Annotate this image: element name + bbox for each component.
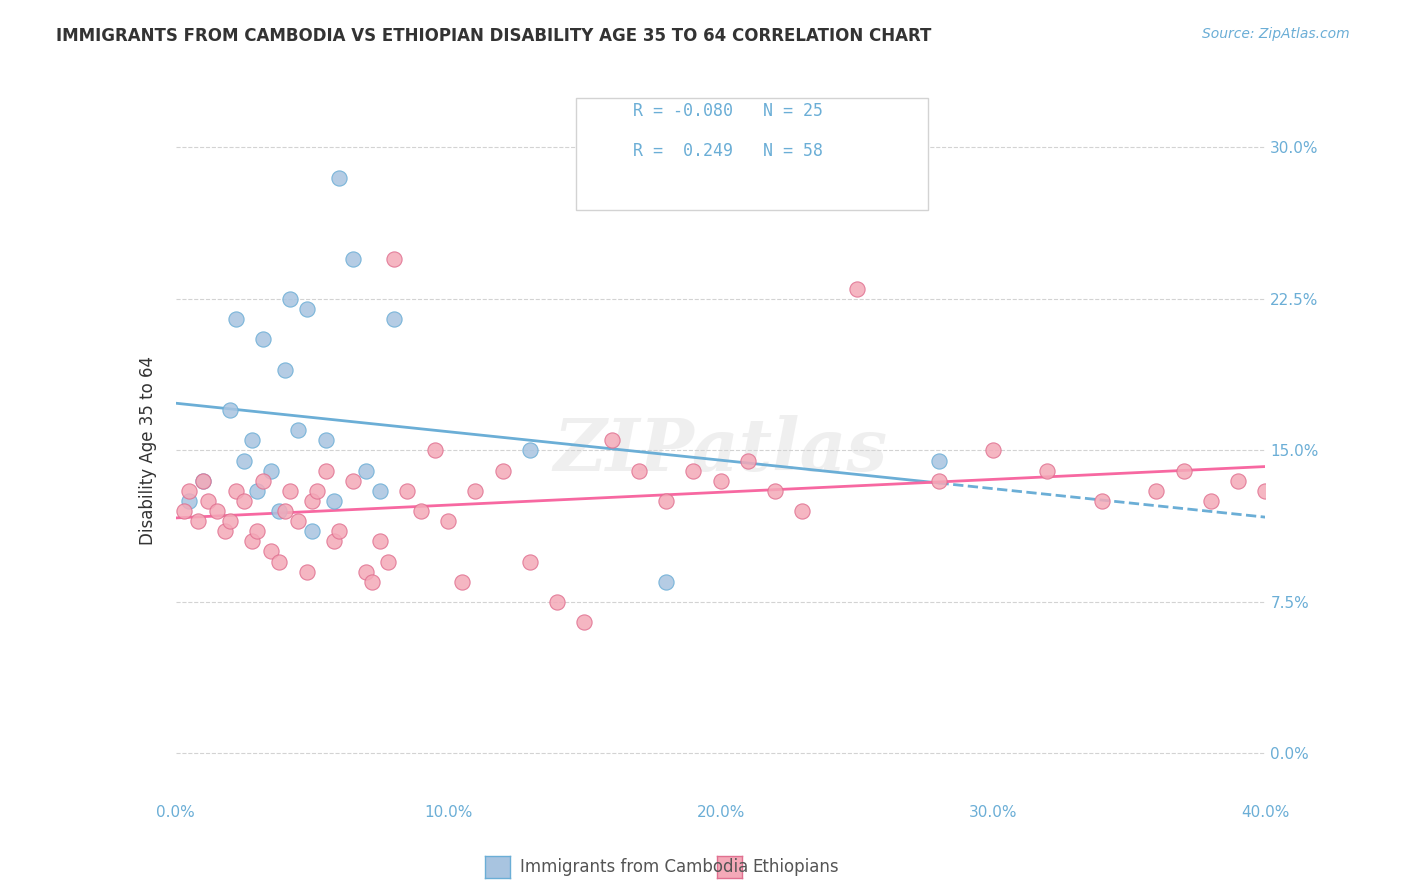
Point — [710, 474, 733, 488]
Point — [368, 534, 391, 549]
Point — [655, 574, 678, 589]
Point — [232, 453, 254, 467]
Point — [214, 524, 236, 539]
Point — [252, 474, 274, 488]
Point — [225, 312, 247, 326]
Point — [655, 494, 678, 508]
Point — [278, 483, 301, 498]
Point — [219, 403, 242, 417]
Point — [315, 434, 337, 448]
Point — [519, 555, 541, 569]
Point — [464, 483, 486, 498]
Point — [240, 434, 263, 448]
Point — [519, 443, 541, 458]
Point — [409, 504, 432, 518]
Point — [252, 332, 274, 346]
Point — [328, 524, 350, 539]
Point — [295, 565, 318, 579]
Point — [574, 615, 596, 630]
Text: Ethiopians: Ethiopians — [752, 858, 839, 876]
Text: ZIPatlas: ZIPatlas — [554, 415, 887, 486]
Point — [274, 504, 297, 518]
Point — [423, 443, 446, 458]
Point — [173, 504, 195, 518]
Point — [274, 362, 297, 376]
Point — [322, 494, 344, 508]
Point — [1146, 483, 1168, 498]
Point — [301, 524, 323, 539]
Point — [382, 312, 405, 326]
Point — [232, 494, 254, 508]
Point — [356, 565, 378, 579]
Point — [1199, 494, 1222, 508]
Point — [546, 595, 568, 609]
Point — [315, 464, 337, 478]
Text: Immigrants from Cambodia: Immigrants from Cambodia — [520, 858, 748, 876]
Point — [377, 555, 399, 569]
Point — [240, 534, 263, 549]
Point — [361, 574, 384, 589]
Text: IMMIGRANTS FROM CAMBODIA VS ETHIOPIAN DISABILITY AGE 35 TO 64 CORRELATION CHART: IMMIGRANTS FROM CAMBODIA VS ETHIOPIAN DI… — [56, 27, 932, 45]
Point — [328, 170, 350, 185]
Point — [179, 494, 201, 508]
Point — [382, 252, 405, 266]
Point — [368, 483, 391, 498]
Point — [1036, 464, 1059, 478]
Point — [928, 474, 950, 488]
Point — [342, 252, 364, 266]
Y-axis label: Disability Age 35 to 64: Disability Age 35 to 64 — [139, 356, 157, 545]
Point — [627, 464, 650, 478]
Point — [186, 514, 209, 528]
Text: Source: ZipAtlas.com: Source: ZipAtlas.com — [1202, 27, 1350, 41]
Point — [682, 464, 704, 478]
Point — [763, 483, 786, 498]
Point — [450, 574, 472, 589]
Point — [205, 504, 228, 518]
Point — [600, 434, 623, 448]
Point — [307, 483, 329, 498]
Point — [396, 483, 419, 498]
Point — [191, 474, 214, 488]
Point — [492, 464, 515, 478]
Point — [179, 483, 201, 498]
Text: R =  0.249   N = 58: R = 0.249 N = 58 — [633, 142, 823, 160]
Point — [928, 453, 950, 467]
Point — [342, 474, 364, 488]
Point — [260, 464, 283, 478]
Point — [1173, 464, 1195, 478]
Point — [1227, 474, 1250, 488]
Point — [260, 544, 283, 558]
Point — [322, 534, 344, 549]
Point — [437, 514, 460, 528]
Point — [1091, 494, 1114, 508]
Point — [269, 555, 291, 569]
Point — [737, 453, 759, 467]
Point — [191, 474, 214, 488]
Point — [301, 494, 323, 508]
Text: R = -0.080   N = 25: R = -0.080 N = 25 — [633, 102, 823, 120]
Point — [219, 514, 242, 528]
Point — [356, 464, 378, 478]
Point — [981, 443, 1004, 458]
Point — [197, 494, 219, 508]
Point — [246, 483, 269, 498]
Point — [269, 504, 291, 518]
Point — [295, 301, 318, 316]
Point — [287, 514, 309, 528]
Point — [278, 292, 301, 306]
Point — [287, 423, 309, 437]
Point — [225, 483, 247, 498]
Point — [845, 282, 868, 296]
Point — [792, 504, 814, 518]
Point — [1254, 483, 1277, 498]
Point — [246, 524, 269, 539]
